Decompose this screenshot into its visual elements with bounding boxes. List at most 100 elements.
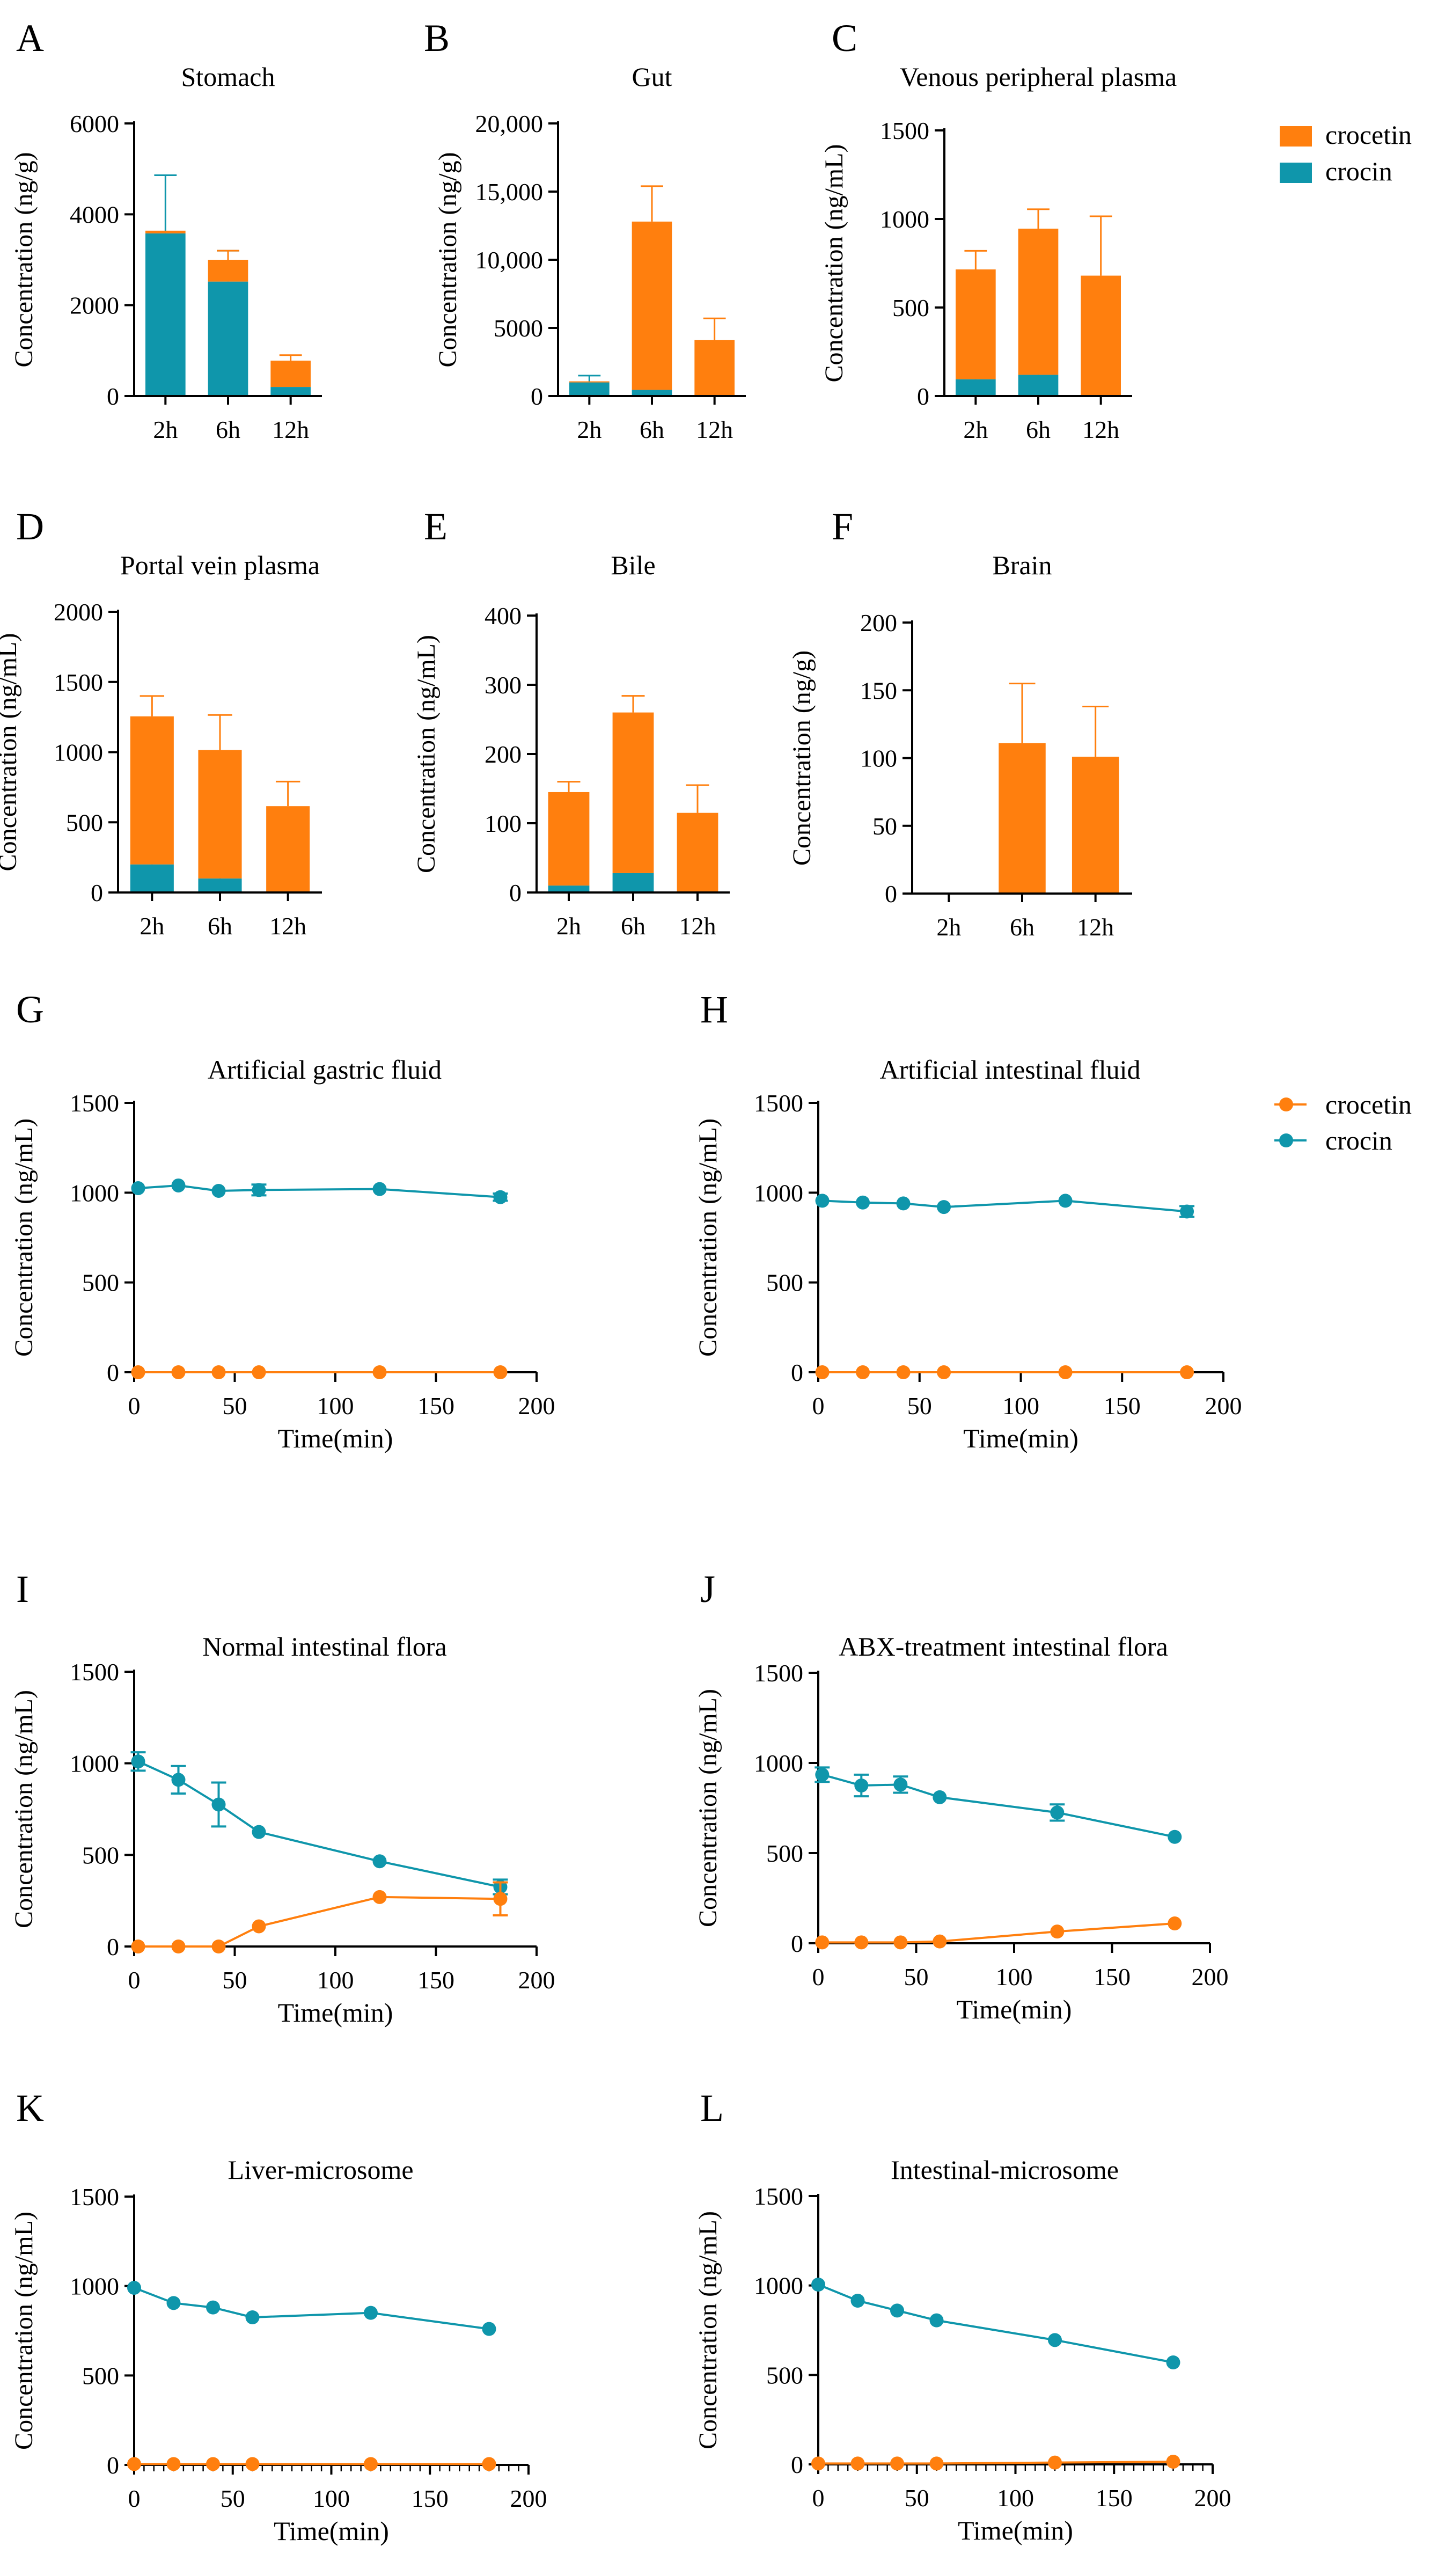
y-tick-label: 0 — [791, 1930, 803, 1957]
y-tick-label: 6000 — [70, 110, 119, 137]
data-point-crocetin — [929, 2456, 944, 2471]
bar-crocetin-12h — [694, 340, 735, 396]
x-tick-label: 150 — [417, 1392, 454, 1419]
y-tick-label: 0 — [917, 383, 929, 410]
data-point-crocin — [252, 1183, 266, 1197]
data-point-crocetin — [1050, 1924, 1065, 1939]
data-point-crocin — [252, 1825, 266, 1839]
y-tick-label: 1500 — [70, 1089, 119, 1117]
bar-crocin-2h — [548, 885, 590, 892]
y-axis-label: Concentration (ng/mL) — [694, 1118, 722, 1357]
x-tick-label: 6h — [621, 912, 645, 940]
data-point-crocetin — [364, 2457, 378, 2471]
bar-crocetin-2h — [130, 716, 174, 865]
x-tick-label: 0 — [812, 2484, 825, 2512]
data-point-crocetin — [166, 2457, 181, 2471]
data-point-crocetin — [211, 1365, 226, 1379]
data-point-crocin — [131, 1754, 145, 1769]
chart-title: Gut — [632, 62, 672, 92]
y-tick-label: 500 — [766, 2361, 803, 2389]
bar-crocetin-6h — [208, 260, 248, 282]
data-point-crocetin — [372, 1365, 387, 1379]
x-tick-label: 2h — [140, 912, 164, 940]
y-tick-label: 50 — [872, 813, 897, 840]
x-tick-label: 100 — [317, 1392, 354, 1419]
data-point-crocetin — [856, 1365, 870, 1379]
data-point-crocin — [171, 1178, 186, 1192]
chart-title: Intestinal-microsome — [891, 2155, 1119, 2185]
x-tick-label: 12h — [696, 416, 733, 443]
x-axis-label: Time(min) — [963, 1423, 1078, 1453]
bar-crocin-6h — [208, 281, 248, 396]
y-tick-label: 500 — [82, 1841, 119, 1869]
data-point-crocin — [166, 2296, 181, 2310]
bar-crocetin-2h — [548, 792, 590, 886]
chart-title: Brain — [992, 550, 1052, 580]
panel-letter: F — [832, 505, 853, 548]
series-line-crocetin — [822, 1922, 1175, 1944]
y-tick-label: 1000 — [880, 206, 929, 233]
chart-panel-L: LIntestinal-microsome050010001500Concent… — [694, 2087, 1231, 2545]
panel-letter: A — [16, 17, 44, 60]
data-point-crocetin — [1168, 1916, 1182, 1931]
panel-letter: K — [16, 2087, 44, 2129]
bar-crocin-12h — [270, 387, 311, 396]
x-tick-label: 100 — [996, 1963, 1033, 1990]
data-point-crocetin — [211, 1940, 226, 1953]
series-line-crocetin — [818, 2461, 1173, 2465]
legend-label-crocetin: crocetin — [1325, 120, 1412, 150]
y-tick-label: 0 — [107, 1359, 119, 1386]
y-tick-label: 500 — [66, 809, 103, 836]
data-point-crocetin — [893, 1935, 908, 1950]
x-tick-label: 12h — [269, 912, 306, 940]
x-tick-label: 12h — [1082, 416, 1119, 443]
data-point-crocetin — [1058, 1365, 1073, 1379]
y-tick-label: 1500 — [70, 1658, 119, 1686]
x-tick-label: 0 — [128, 1966, 141, 1994]
bar-crocetin-12h — [1081, 275, 1121, 396]
chart-title: Liver-microsome — [228, 2155, 413, 2185]
x-tick-label: 6h — [1010, 913, 1035, 941]
data-point-crocetin — [131, 1365, 145, 1379]
bar-crocetin-12h — [266, 806, 310, 892]
data-point-crocin — [890, 2303, 904, 2318]
x-axis-label: Time(min) — [278, 1997, 393, 2028]
legend-label-crocetin: crocetin — [1325, 1089, 1412, 1119]
bar-crocetin-12h — [270, 360, 311, 387]
y-tick-label: 2000 — [54, 598, 103, 626]
data-point-crocetin — [493, 1892, 508, 1906]
y-axis-label: Concentration (ng/mL) — [10, 2212, 38, 2450]
legend-swatch-crocin — [1280, 163, 1312, 183]
y-axis-label: Concentration (ng/mL) — [694, 1689, 722, 1927]
chart-title: Bile — [611, 550, 655, 580]
y-tick-label: 20,000 — [475, 110, 544, 137]
y-tick-label: 150 — [860, 677, 897, 704]
chart-title: Portal vein plasma — [120, 550, 320, 580]
y-axis-label: Concentration (ng/mL) — [10, 1118, 38, 1357]
x-tick-label: 0 — [812, 1392, 825, 1419]
data-point-crocin — [1058, 1194, 1073, 1208]
y-axis-label: Concentration (ng/mL) — [10, 1690, 38, 1928]
data-point-crocin — [127, 2281, 141, 2295]
chart-panel-F: F Brain 0 50 100 150 200 Concentration (ng/g) 2h… — [788, 505, 1132, 941]
bar-crocin-6h — [612, 873, 654, 892]
y-tick-label: 1500 — [54, 669, 103, 696]
bar-crocin-2h — [145, 233, 186, 396]
x-tick-label: 200 — [1192, 1963, 1229, 1990]
y-tick-label: 1000 — [754, 1179, 803, 1206]
y-tick-label: 500 — [892, 294, 929, 321]
x-tick-label: 100 — [1002, 1392, 1039, 1419]
y-tick-label: 500 — [82, 1269, 119, 1297]
y-tick-label: 1000 — [754, 1750, 803, 1777]
data-point-crocin — [245, 2310, 260, 2324]
bar-legend: crocetin crocin — [1280, 120, 1412, 186]
data-point-crocetin — [171, 1940, 186, 1953]
panel-letter: G — [16, 988, 44, 1031]
x-tick-label: 50 — [223, 1966, 247, 1994]
data-point-crocin — [372, 1182, 387, 1196]
x-tick-label: 150 — [1096, 2484, 1133, 2512]
